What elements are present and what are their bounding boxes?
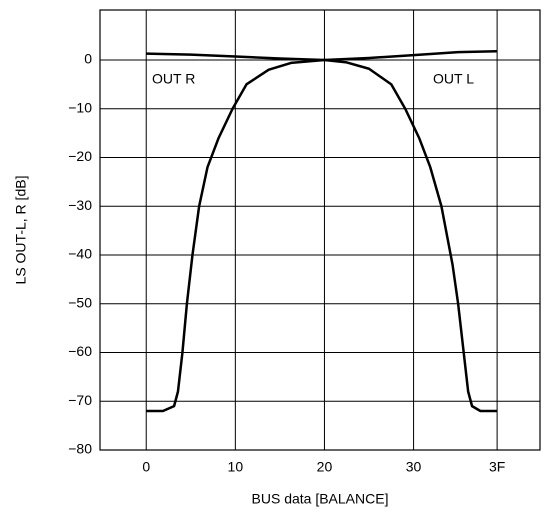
- y-tick-label: −80: [68, 441, 92, 457]
- annotation: OUT R: [152, 71, 195, 87]
- x-tick-label: 30: [406, 459, 422, 475]
- x-tick-label: 3F: [489, 459, 505, 475]
- x-tick-label: 0: [142, 459, 150, 475]
- y-tick-label: −20: [68, 148, 92, 164]
- y-tick-label: −40: [68, 246, 92, 262]
- y-axis-label: LS OUT-L, R [dB]: [13, 176, 29, 285]
- y-tick-label: 0: [84, 51, 92, 67]
- x-axis-label: BUS data [BALANCE]: [252, 491, 389, 507]
- plot-frame: [99, 9, 541, 451]
- y-tick-label: −60: [68, 343, 92, 359]
- line: [146, 52, 498, 413]
- line: [146, 49, 498, 413]
- x-tick-label: 10: [228, 459, 244, 475]
- y-tick-label: −30: [68, 197, 92, 213]
- y-tick-label: −10: [68, 99, 92, 115]
- annotation: OUT L: [433, 71, 474, 87]
- x-tick-label: 20: [317, 459, 333, 475]
- y-tick-label: −70: [68, 392, 92, 408]
- y-tick-label: −50: [68, 294, 92, 310]
